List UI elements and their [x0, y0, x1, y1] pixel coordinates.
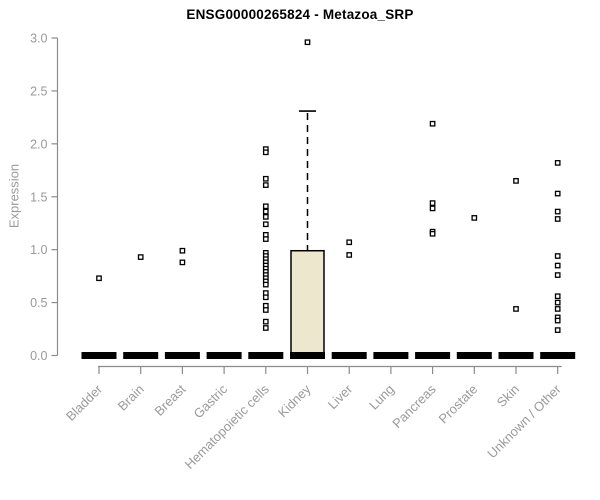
y-tick-label: 2.0	[30, 137, 47, 151]
y-tick-label: 1.0	[30, 243, 47, 257]
chart-title: ENSG00000265824 - Metazoa_SRP	[186, 7, 414, 22]
x-category-label: Pancreas	[389, 381, 439, 431]
x-category-label: Breast	[151, 381, 188, 418]
data-point	[513, 178, 519, 184]
data-point	[429, 230, 436, 237]
data-point	[554, 293, 561, 300]
data-point	[137, 254, 144, 260]
data-point	[554, 306, 561, 312]
median-bar	[248, 352, 284, 359]
data-point	[304, 39, 311, 46]
data-point	[429, 200, 436, 206]
data-point	[554, 160, 561, 166]
x-category-label: Gastric	[191, 381, 231, 421]
data-point	[262, 281, 269, 288]
median-bar	[164, 352, 200, 359]
data-point	[262, 175, 269, 182]
median-bar	[373, 352, 409, 359]
median-bar	[331, 352, 367, 359]
data-point	[262, 149, 269, 156]
y-tick-label: 3.0	[30, 32, 47, 46]
median-bar	[81, 352, 117, 359]
x-category-label: Kidney	[275, 381, 314, 420]
data-point	[554, 272, 561, 278]
median-bar	[498, 352, 534, 359]
data-point	[262, 318, 269, 325]
data-point	[262, 236, 269, 242]
x-category-label: Lung	[366, 382, 397, 413]
median-bar	[540, 352, 576, 359]
x-category-label: Bladder	[63, 381, 106, 424]
data-point	[96, 275, 102, 282]
median-bar	[456, 352, 492, 359]
data-point	[513, 306, 519, 312]
data-point	[554, 190, 561, 197]
y-tick-label: 0.5	[30, 296, 47, 310]
data-point	[262, 208, 269, 215]
x-category-label: Brain	[115, 382, 147, 414]
data-point	[554, 317, 561, 324]
data-point	[554, 253, 561, 259]
data-point	[262, 182, 269, 188]
data-point	[346, 252, 353, 258]
data-point	[554, 208, 561, 215]
data-point	[262, 221, 269, 228]
data-point	[262, 294, 269, 301]
median-bar	[123, 352, 159, 359]
data-point	[429, 205, 436, 212]
data-point	[262, 214, 269, 220]
data-point	[262, 307, 269, 313]
data-point	[179, 259, 186, 266]
median-bar	[206, 352, 242, 359]
x-category-label: Skin	[494, 382, 522, 410]
median-bar	[290, 352, 325, 359]
data-point	[179, 247, 186, 254]
data-point	[471, 215, 478, 221]
data-point	[262, 325, 269, 331]
data-point	[554, 299, 561, 306]
data-point	[554, 216, 561, 222]
x-category-label: Prostate	[436, 382, 481, 427]
y-tick-label: 2.5	[30, 84, 47, 98]
data-point	[554, 327, 561, 333]
y-tick-label: 0.0	[30, 349, 47, 363]
data-point	[262, 203, 269, 210]
data-point	[346, 239, 353, 246]
x-category-label: Liver	[325, 381, 356, 412]
x-category-label: Unknown / Other	[484, 381, 564, 461]
median-bar	[415, 352, 451, 359]
y-tick-label: 1.5	[30, 190, 47, 204]
data-point	[429, 120, 436, 127]
box	[290, 249, 325, 357]
data-point	[554, 262, 561, 269]
